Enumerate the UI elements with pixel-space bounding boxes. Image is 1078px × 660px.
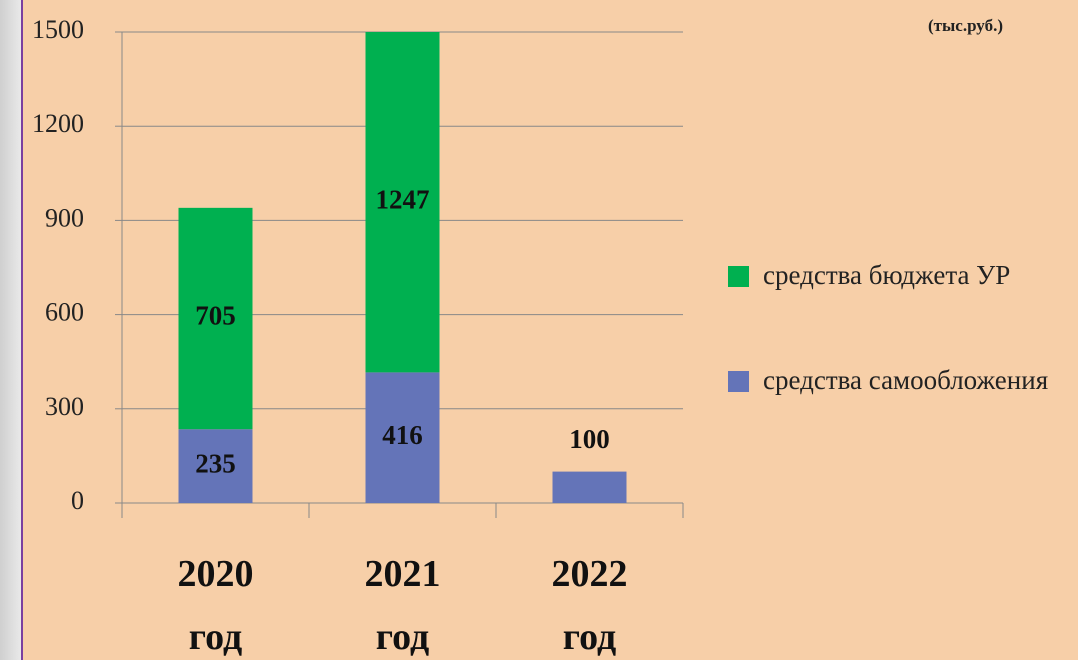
legend-label: средства самообложения	[763, 365, 1049, 395]
x-tick-label-line: 2021	[365, 553, 441, 595]
side-strip	[0, 0, 23, 660]
data-label: 1247	[376, 184, 430, 214]
x-tick-label: 2022 год	[552, 553, 628, 658]
y-tick-label: 300	[45, 392, 84, 421]
x-tick-label-line: год	[563, 616, 616, 658]
legend-label: средства бюджета УР	[763, 260, 1011, 290]
y-tick-label: 1200	[32, 109, 84, 138]
data-label: 235	[195, 448, 236, 478]
x-tick-label: 2021 год	[365, 553, 441, 658]
data-label: 416	[382, 420, 423, 450]
bar-segment	[178, 207, 253, 430]
bar-segment	[365, 32, 440, 373]
foreground: 235 416 100 705 1247 2020 год 2021 год 2022 год	[178, 184, 628, 657]
unit-label: (тыс.руб.)	[928, 16, 1003, 35]
bar-segment	[178, 429, 253, 503]
x-tick-label-line: год	[189, 616, 242, 658]
y-tick-label: 600	[45, 298, 84, 327]
data-label: 100	[569, 424, 610, 454]
x-tick-label-line: 2020	[178, 553, 254, 595]
x-tick-label-line: 2022	[552, 553, 628, 595]
legend-entry: средства бюджета УР	[728, 250, 1068, 300]
x-tick-label: 2020 год	[178, 553, 254, 658]
legend-entry: средства самообложения	[728, 355, 1068, 405]
y-tick-label: 1500	[32, 15, 84, 44]
y-tick-label: 0	[71, 486, 84, 515]
x-tick-label-line: год	[376, 616, 429, 658]
data-label: 705	[195, 301, 236, 331]
bar-segment	[365, 372, 440, 503]
legend-swatch	[728, 266, 749, 287]
bars	[178, 32, 627, 503]
legend-swatch	[728, 371, 749, 392]
grid: 0 300 600 900 1200 1500	[32, 15, 684, 518]
bar-segment	[552, 471, 627, 503]
y-tick-label: 900	[45, 203, 84, 232]
